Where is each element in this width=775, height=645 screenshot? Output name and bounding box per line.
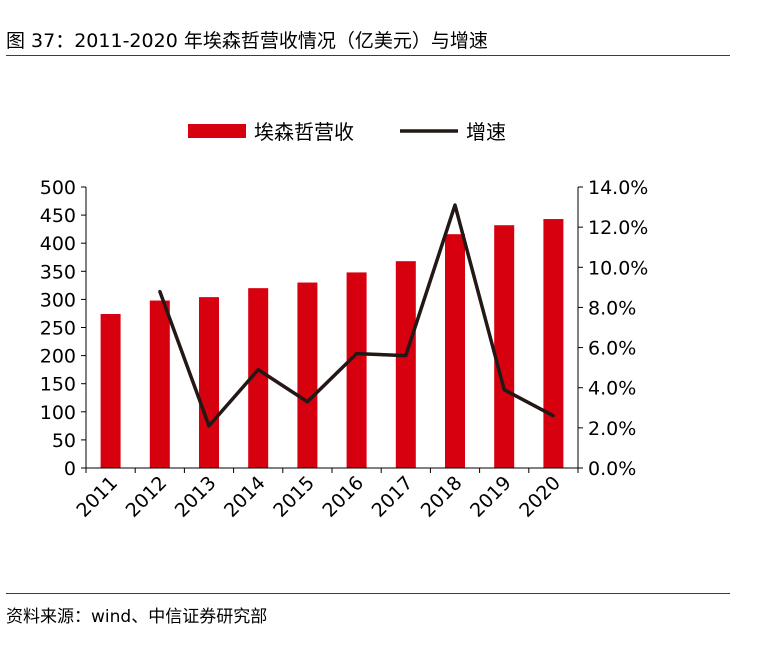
bar-2013	[199, 297, 219, 468]
growth-line	[158, 203, 555, 428]
growth-point-2018	[453, 203, 457, 207]
left-tick-label: 0	[64, 458, 76, 480]
right-tick-label: 14.0%	[588, 177, 648, 199]
left-tick-label: 200	[40, 346, 76, 368]
right-tick-label: 10.0%	[588, 257, 648, 279]
left-tick-label: 300	[40, 289, 76, 311]
growth-point-2019	[502, 388, 506, 392]
bar-2011	[100, 314, 121, 468]
left-tick-label: 450	[40, 205, 76, 227]
revenue-bars	[100, 219, 564, 468]
x-tick-label: 2020	[515, 472, 565, 522]
left-tick-label: 250	[40, 318, 76, 340]
left-tick-label: 50	[52, 430, 76, 452]
legend-swatch-revenue	[188, 124, 246, 138]
x-tick-label: 2014	[220, 472, 270, 522]
x-tick-label: 2012	[122, 472, 172, 522]
growth-point-2016	[355, 352, 359, 356]
legend-label-revenue: 埃森哲营收	[254, 120, 354, 144]
x-tick-label: 2016	[318, 472, 368, 522]
x-tick-label: 2018	[417, 472, 467, 522]
growth-point-2013	[207, 424, 211, 428]
bar-2018	[445, 234, 465, 468]
bar-2012	[149, 300, 170, 468]
right-tick-label: 8.0%	[588, 297, 636, 319]
bar-2019	[494, 225, 515, 468]
right-tick-label: 6.0%	[588, 338, 636, 360]
legend-label-growth: 增速	[466, 120, 506, 144]
title-rule	[6, 55, 730, 56]
x-tick-label: 2011	[72, 472, 122, 522]
bar-2016	[346, 272, 367, 468]
growth-point-2012	[158, 289, 162, 293]
right-tick-label: 2.0%	[588, 418, 636, 440]
left-tick-label: 500	[40, 177, 76, 199]
legend: 埃森哲营收 增速	[188, 120, 506, 144]
left-tick-label: 100	[40, 402, 76, 424]
growth-point-2014	[256, 368, 260, 372]
source-rule	[6, 593, 730, 594]
bar-2014	[248, 288, 269, 468]
left-tick-label: 150	[40, 374, 76, 396]
chart-title: 图 37：2011-2020 年埃森哲营收情况（亿美元）与增速	[6, 30, 488, 52]
x-tick-label: 2015	[269, 472, 319, 522]
bar-2015	[297, 282, 318, 468]
source-note: 资料来源：wind、中信证券研究部	[6, 607, 268, 627]
growth-point-2015	[305, 400, 309, 404]
right-tick-label: 4.0%	[588, 378, 636, 400]
right-tick-label: 0.0%	[588, 458, 636, 480]
x-tick-label: 2017	[368, 472, 418, 522]
x-tick-label: 2013	[171, 472, 221, 522]
left-tick-label: 350	[40, 261, 76, 283]
bar-2017	[395, 261, 416, 468]
left-tick-label: 400	[40, 233, 76, 255]
x-tick-label: 2019	[466, 472, 516, 522]
right-tick-label: 12.0%	[588, 217, 648, 239]
growth-point-2017	[404, 354, 408, 358]
bar-2020	[543, 219, 564, 468]
growth-point-2020	[551, 414, 555, 418]
combo-chart: 埃森哲营收 增速 0 50 100 150 200 250 300 350 400 450 500 0.…	[40, 120, 649, 522]
